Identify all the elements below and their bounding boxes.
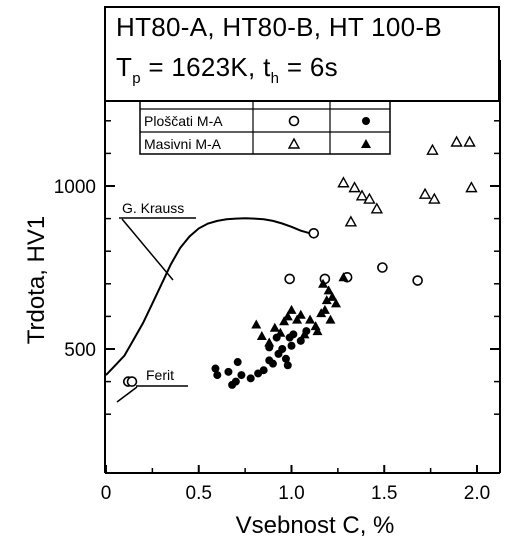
filled-circle-point <box>283 361 292 370</box>
filled-circle-point <box>237 371 246 380</box>
open-circle-point <box>284 273 295 285</box>
filled-triangle-point <box>299 329 310 339</box>
x-tick-label: 2.0 <box>464 483 490 504</box>
t-subscript-p: p <box>132 70 141 87</box>
krauss-leader <box>121 218 174 281</box>
filled-circle-point <box>246 374 255 383</box>
ferit-annotation: Ferit <box>146 367 174 383</box>
open-triangle-point <box>465 181 478 193</box>
krauss-annotation: G. Krauss <box>122 200 184 216</box>
open-triangle-point <box>363 192 376 204</box>
filled-circle-point <box>278 345 287 353</box>
filled-triangle-point <box>292 314 303 324</box>
chart-title-box: HT80-A, HT80-B, HT 100-B Tp = 1623K, th … <box>104 6 500 102</box>
krauss-curve <box>105 217 311 376</box>
legend-row-ploscati: Ploščati M-A <box>144 113 223 129</box>
open-circle-point <box>126 376 138 387</box>
open-triangle-point <box>344 215 358 227</box>
filled-circle-point <box>224 367 233 376</box>
filled-triangle-point <box>361 139 371 148</box>
filled-triangle-point <box>321 295 332 305</box>
legend-row-masivni: Masivni M-A <box>144 136 222 152</box>
filled-triangle-point <box>338 272 349 282</box>
filled-triangle-point <box>318 278 329 288</box>
x-tick-label: 1.5 <box>371 483 397 504</box>
open-circle-point <box>377 262 388 273</box>
filled-triangle-point <box>286 304 297 314</box>
open-triangle-point <box>426 143 439 155</box>
filled-triangle-point <box>282 311 293 321</box>
filled-triangle-point <box>331 298 342 308</box>
filled-circle-point <box>211 364 220 373</box>
filled-triangle-point <box>323 285 334 295</box>
filled-triangle-point <box>279 316 290 326</box>
y-axis-label: Trdota, HV1 <box>23 216 50 345</box>
open-circle-point <box>412 275 423 286</box>
filled-circle-point <box>281 354 290 363</box>
filled-triangle-point <box>256 330 267 340</box>
filled-triangle-point <box>305 314 316 324</box>
temperature-value: = 1623K, t <box>140 52 271 82</box>
x-tick-label: 1.0 <box>278 483 304 504</box>
filled-circle-point <box>231 377 240 386</box>
x-axis-label: Vsebnost C, % <box>236 512 395 539</box>
chart-title-line1: HT80-A, HT80-B, HT 100-B <box>116 12 443 42</box>
open-circle-point <box>308 227 320 239</box>
filled-triangle-point <box>251 319 262 329</box>
y-tick-label: 1000 <box>54 177 96 198</box>
open-triangle-point <box>337 176 350 188</box>
filled-triangle-point <box>319 304 330 314</box>
filled-circle-point <box>268 359 277 368</box>
x-tick-label: 0.5 <box>186 483 212 504</box>
time-value: = 6s <box>279 52 338 82</box>
filled-triangle-point <box>269 322 280 332</box>
y-tick-label: 500 <box>64 340 96 361</box>
filled-triangle-point <box>264 337 275 347</box>
filled-triangle-point <box>275 327 286 337</box>
open-triangle-point <box>287 137 301 149</box>
t-symbol: T <box>116 52 133 82</box>
open-triangle-point <box>463 135 476 147</box>
t-subscript-h: h <box>270 70 280 87</box>
open-triangle-point <box>370 202 384 214</box>
filled-circle-point <box>287 341 296 350</box>
open-triangle-point <box>450 135 463 147</box>
open-triangle-point <box>355 189 369 201</box>
filled-circle-point <box>289 330 298 339</box>
open-triangle-point <box>348 181 361 193</box>
filled-triangle-point <box>325 314 336 324</box>
filled-triangle-point <box>312 326 323 336</box>
filled-circle-point <box>213 371 222 380</box>
x-tick-label: 0 <box>101 483 112 504</box>
filled-circle-point <box>296 336 305 345</box>
filled-circle-point <box>259 366 268 375</box>
open-triangle-point <box>418 187 432 199</box>
open-circle-point <box>288 115 300 127</box>
filled-circle-point <box>233 358 242 367</box>
filled-circle-point <box>362 117 370 125</box>
filled-triangle-point <box>327 291 338 301</box>
chart-title-line2: Tp = 1623K, th = 6s <box>116 52 338 87</box>
filled-triangle-point <box>295 309 306 319</box>
open-triangle-point <box>428 192 441 204</box>
ferit-leader <box>116 386 138 403</box>
